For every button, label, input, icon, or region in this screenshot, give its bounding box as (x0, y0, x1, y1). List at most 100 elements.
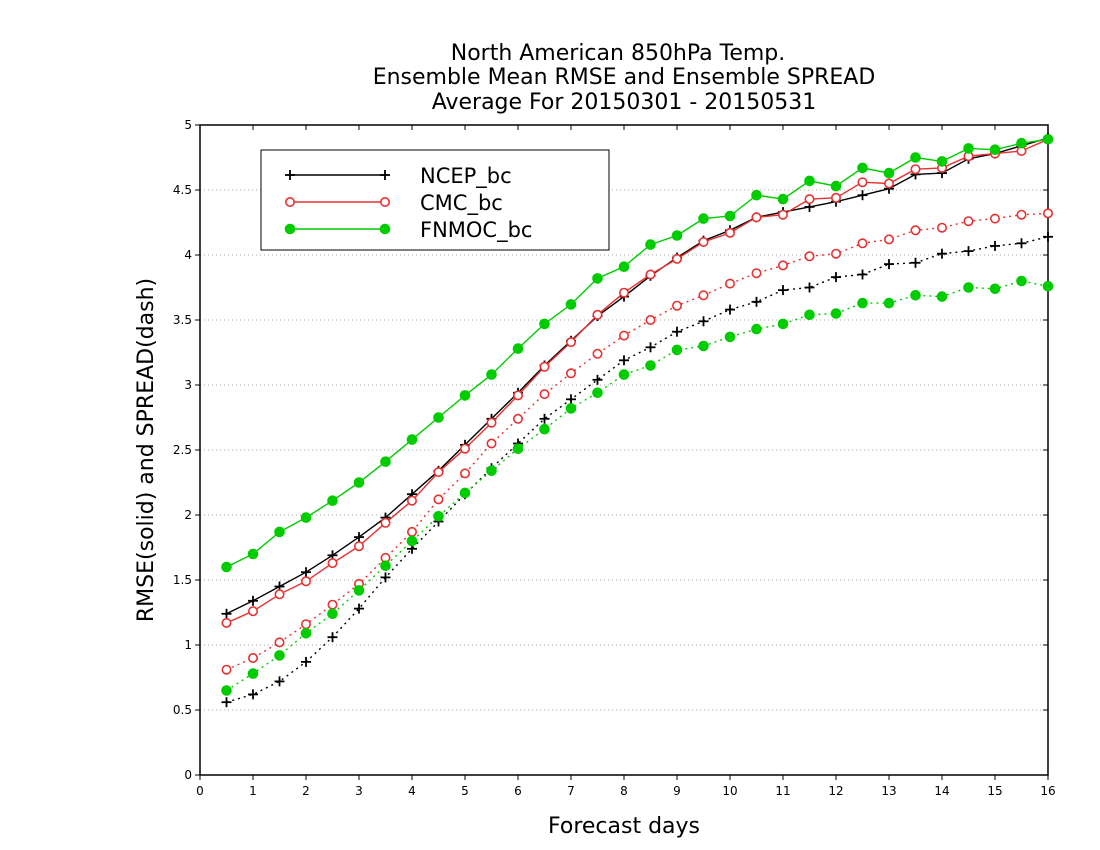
data-point (300, 576, 311, 587)
data-point (353, 541, 364, 552)
data-point (857, 190, 868, 201)
y-tick-label: 1.5 (173, 573, 192, 587)
data-point (1042, 134, 1054, 145)
data-point (671, 253, 682, 264)
data-point (910, 225, 921, 236)
grid (200, 189, 1048, 711)
data-point (963, 246, 974, 257)
data-point (406, 535, 418, 547)
x-tick-label: 15 (987, 784, 1002, 798)
y-tick-label: 4.5 (173, 183, 192, 197)
data-point (777, 260, 788, 271)
data-point (459, 468, 470, 479)
data-point (910, 290, 921, 301)
data-point (221, 561, 232, 573)
data-point (433, 467, 444, 478)
data-point (301, 567, 311, 578)
data-point (671, 230, 683, 241)
data-point (274, 637, 285, 648)
axis-ticks: 00.511.522.533.544.550 1 2 3 4 5 6 7 8 9 10 11 12 13 1… (173, 118, 1056, 798)
data-point (751, 323, 762, 335)
data-point (751, 212, 762, 223)
data-point (883, 167, 895, 179)
data-point (327, 608, 338, 620)
data-point (565, 368, 576, 379)
data-point (1043, 208, 1054, 219)
data-point (936, 291, 948, 302)
data-point (380, 517, 391, 528)
data-point (830, 180, 842, 192)
data-point (247, 668, 259, 679)
y-tick-label: 1 (184, 638, 192, 652)
data-point (406, 434, 418, 445)
data-point (724, 331, 736, 343)
x-tick-label: 6 (514, 784, 522, 798)
y-tick-label: 5 (184, 118, 192, 132)
data-point (592, 348, 603, 359)
data-point (592, 273, 603, 284)
legend-marker (380, 170, 390, 180)
data-point (910, 152, 921, 163)
y-tick-label: 2.5 (173, 443, 192, 457)
data-point (645, 360, 656, 371)
data-point (804, 194, 815, 205)
legend-label: CMC_bc (420, 191, 503, 216)
series-line (226, 212, 1049, 671)
data-point (857, 238, 868, 249)
data-point (990, 240, 1000, 251)
data-point (353, 585, 365, 596)
data-point (989, 144, 1001, 155)
legend-marker (379, 223, 391, 235)
y-tick-label: 0 (184, 768, 192, 782)
data-point (751, 296, 762, 307)
data-point (406, 526, 417, 537)
data-point (751, 189, 762, 201)
data-point (618, 287, 629, 298)
data-point (1016, 209, 1027, 220)
legend-box (260, 149, 610, 251)
data-point (618, 330, 629, 341)
data-point (486, 438, 497, 449)
series-3 (221, 231, 1053, 708)
data-point (406, 495, 417, 506)
data-point (804, 309, 815, 321)
title-line-3: Average For 20150301 - 20150531 (432, 90, 817, 115)
data-point (459, 443, 470, 454)
data-point (274, 650, 285, 661)
data-point (724, 278, 735, 289)
data-point (989, 283, 1001, 295)
data-point (645, 269, 656, 280)
data-point (301, 656, 311, 667)
x-tick-label: 2 (302, 784, 310, 798)
data-point (698, 213, 709, 224)
data-point (857, 162, 868, 174)
x-tick-label: 4 (408, 784, 416, 798)
data-point (592, 309, 603, 320)
x-tick-label: 7 (567, 784, 575, 798)
data-point (380, 560, 391, 572)
x-axis-label: Forecast days (548, 814, 700, 839)
data-point (433, 494, 444, 505)
data-point (857, 269, 868, 280)
data-point (618, 261, 630, 273)
data-point (1016, 238, 1027, 249)
data-point (645, 342, 656, 353)
legend-label: FNMOC_bc (420, 218, 532, 243)
data-point (777, 318, 789, 330)
data-point (645, 239, 656, 250)
legend-item: NCEP_bc (285, 164, 512, 189)
data-point (300, 628, 312, 639)
data-point (486, 417, 497, 428)
data-point (724, 210, 736, 222)
data-point (221, 664, 232, 675)
data-point (248, 606, 259, 617)
data-point (698, 237, 709, 248)
data-point (433, 511, 444, 522)
data-point (1043, 231, 1053, 242)
data-point (221, 685, 232, 696)
y-tick-label: 2 (184, 508, 192, 522)
data-point (221, 697, 232, 708)
data-point (671, 344, 683, 356)
